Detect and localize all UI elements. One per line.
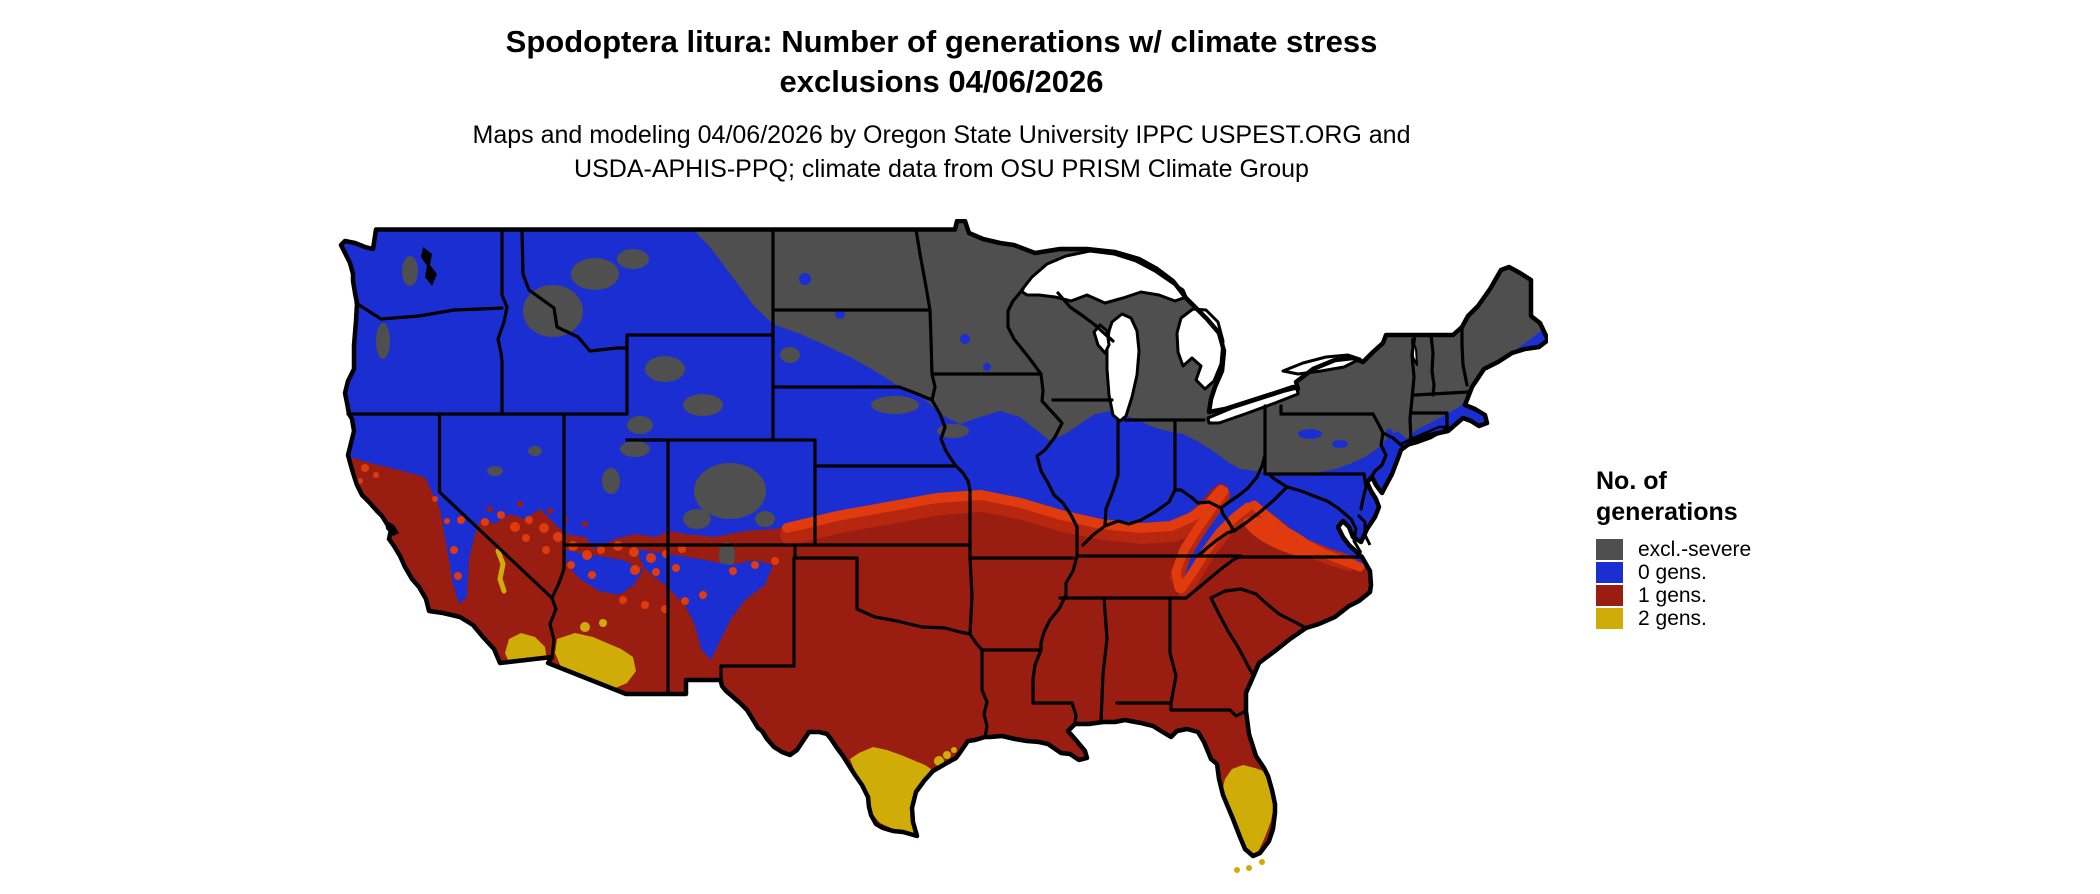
page-subtitle: Maps and modeling 04/06/2026 by Oregon S… [335,118,1548,186]
legend-label-excl-severe: excl.-severe [1638,537,1752,561]
legend-swatch-excl-severe [1596,539,1623,560]
legend-title: No. of generations [1596,466,1856,528]
page-title: Spodoptera litura: Number of generations… [335,22,1548,102]
state-borders [346,227,1470,739]
us-generations-map [335,219,1548,889]
legend-swatch-2-gens [1596,608,1623,629]
legend-item-2-gens: 2 gens. [1596,607,1856,630]
us-map-svg [335,219,1548,873]
subtitle-line-2: USDA-APHIS-PPQ; climate data from OSU PR… [574,155,1309,183]
legend-title-line-2: generations [1596,498,1738,526]
legend-label-2-gens: 2 gens. [1638,606,1707,630]
title-line-2: exclusions 04/06/2026 [779,64,1104,99]
legend-item-0-gens: 0 gens. [1596,561,1856,584]
legend-label-0-gens: 0 gens. [1638,560,1707,584]
legend-title-line-1: No. of [1596,467,1667,495]
legend-label-1-gens: 1 gens. [1638,583,1707,607]
water-details [385,247,1372,554]
map-legend: No. of generations excl.-severe 0 gens. … [1596,466,1856,630]
legend-item-excl-severe: excl.-severe [1596,538,1856,561]
florida-keys [1234,859,1265,873]
legend-swatch-0-gens [1596,562,1623,583]
legend-swatch-1-gens [1596,585,1623,606]
legend-item-1-gens: 1 gens. [1596,584,1856,607]
title-line-1: Spodoptera litura: Number of generations… [505,24,1378,59]
legend-items: excl.-severe 0 gens. 1 gens. 2 gens. [1596,538,1856,630]
subtitle-line-1: Maps and modeling 04/06/2026 by Oregon S… [472,121,1411,149]
map-fill-layer [341,221,1548,856]
